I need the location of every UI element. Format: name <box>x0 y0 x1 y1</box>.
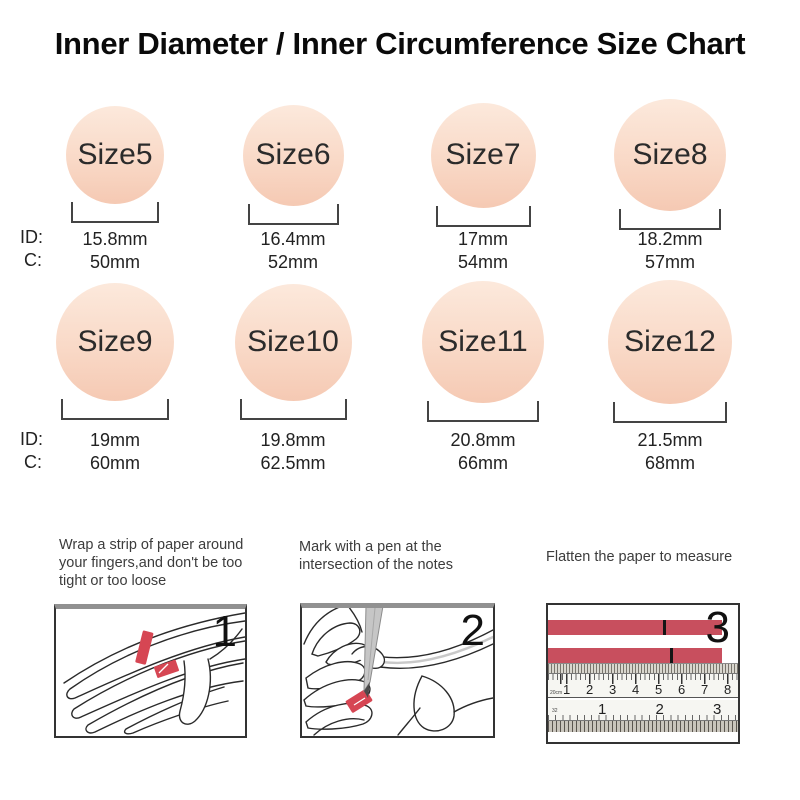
ring-circle: Size12 <box>608 280 732 404</box>
ruler-cm-number: 1 <box>563 682 571 697</box>
ring-size-label: Size9 <box>77 325 153 358</box>
id-value: 21.5mm <box>637 430 703 450</box>
id-value: 19.8mm <box>260 430 326 450</box>
ring-size-label: Size11 <box>438 325 528 358</box>
measure-bracket <box>61 399 169 420</box>
ruler-cm-number: 4 <box>632 682 640 697</box>
ring-circle: Size11 <box>422 281 544 403</box>
pen-mark-illustration <box>303 608 493 736</box>
inch-ticks <box>548 714 738 720</box>
ring-circle: Size8 <box>614 99 726 211</box>
step1-panel: 1 <box>54 604 247 738</box>
ring-circle: Size6 <box>242 104 344 206</box>
measure-bracket <box>427 401 539 422</box>
c-value: 68mm <box>644 453 695 473</box>
ring-size-label: Size5 <box>77 138 153 171</box>
step3-text: Flatten the paper to measure <box>546 549 733 565</box>
ring-size-label: Size8 <box>632 138 708 171</box>
ruler-inch-number: 2 <box>655 700 664 718</box>
pen-mark-1 <box>663 620 666 635</box>
c-value: 50mm <box>89 252 140 272</box>
c-axis-label-row1: C: <box>24 250 42 270</box>
page-title: Inner Diameter / Inner Circumference Siz… <box>54 26 746 61</box>
ruler-top-edge <box>548 664 738 674</box>
red-paper-band <box>345 689 373 713</box>
step1-number: 1 <box>212 607 237 656</box>
ruler-cm-number: 7 <box>701 682 709 697</box>
id-value: 16.4mm <box>260 229 326 249</box>
measure-bracket <box>71 202 159 223</box>
ring-circle: Size9 <box>56 283 174 401</box>
c-value: 54mm <box>457 252 508 272</box>
ruler-cm-unit: 20cm <box>550 690 563 696</box>
hand-wrap-illustration <box>63 612 245 735</box>
ruler-cm-number: 3 <box>609 682 617 697</box>
ruler-cm-number: 8 <box>724 682 732 697</box>
red-paper-strip-2 <box>548 648 722 663</box>
ring-size-label: Size6 <box>255 138 331 171</box>
c-value: 66mm <box>457 453 508 473</box>
id-value: 19mm <box>89 430 140 450</box>
c-value: 60mm <box>89 453 140 473</box>
pen-mark-2 <box>670 648 673 663</box>
red-paper-strip-end <box>135 630 154 665</box>
c-axis-label-row2: C: <box>24 452 42 472</box>
c-value: 52mm <box>267 252 318 272</box>
step2-panel: 2 <box>300 603 495 738</box>
measure-bracket <box>619 209 721 230</box>
ruler-cm-number: 5 <box>655 682 663 697</box>
ring-circle: Size7 <box>430 102 536 208</box>
ruler-cm-number: 6 <box>678 682 686 697</box>
measure-bracket <box>613 402 727 423</box>
step1-text: Wrap a strip of paper around your finger… <box>59 537 244 590</box>
c-value: 57mm <box>644 252 695 272</box>
step3-number: 3 <box>705 603 730 652</box>
id-value: 18.2mm <box>637 229 703 249</box>
red-paper-strip-1 <box>548 620 722 635</box>
ring-size-label: Size12 <box>624 325 716 358</box>
id-value: 20.8mm <box>450 430 516 450</box>
red-paper-band <box>153 659 180 678</box>
pen-icon <box>363 608 384 698</box>
ring-size-label: Size7 <box>445 138 521 171</box>
ruler-bottom-edge <box>548 719 738 732</box>
step2-number: 2 <box>460 606 485 655</box>
ring-circle: Size5 <box>66 106 164 204</box>
step2-text: Mark with a pen at the intersection of t… <box>299 539 453 574</box>
measure-bracket <box>247 203 339 225</box>
ruler-inch-unit: 32 <box>552 707 558 714</box>
ruler-inch-scale: 32 1 2 3 <box>548 699 738 720</box>
c-value: 62.5mm <box>260 453 326 473</box>
id-axis-label-row2: ID: <box>20 429 44 449</box>
ruler-inch-number: 3 <box>713 700 722 718</box>
measure-bracket <box>239 398 347 420</box>
measure-bracket <box>435 205 531 227</box>
ruler-cm-number: 2 <box>586 682 594 697</box>
id-axis-label-row1: ID: <box>20 227 44 247</box>
id-value: 15.8mm <box>82 229 148 249</box>
ring-circle: Size10 <box>234 283 352 401</box>
ruler-inch-number: 1 <box>598 700 607 718</box>
id-value: 17mm <box>457 229 508 249</box>
cm-major-ticks <box>548 674 738 684</box>
ring-size-label: Size10 <box>247 325 339 358</box>
